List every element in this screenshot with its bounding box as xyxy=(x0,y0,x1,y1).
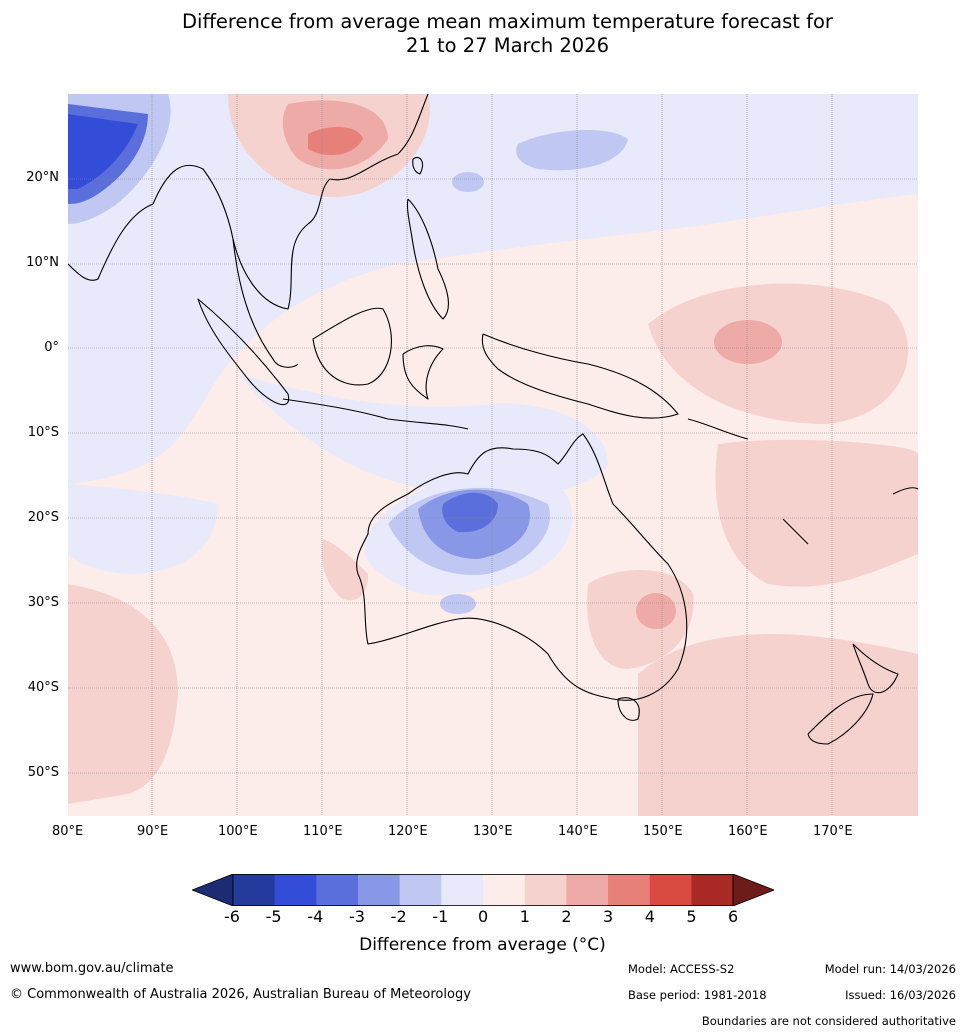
coast-australia xyxy=(356,433,688,701)
lon-label: 130°E xyxy=(473,824,513,839)
colorbar-tick-label: -5 xyxy=(265,907,282,926)
anomaly-north-cool xyxy=(68,94,918,484)
colorbar-under-arrow xyxy=(192,874,234,906)
anomaly-maritime-cool xyxy=(238,374,608,496)
forecast-map xyxy=(68,94,918,816)
coast-new-guinea xyxy=(481,333,679,419)
map-canvas xyxy=(68,94,918,816)
colorbar-segment xyxy=(274,874,317,906)
lon-label: 150°E xyxy=(643,824,683,839)
anomaly-south-warm xyxy=(638,634,918,816)
colorbar-segment xyxy=(233,874,276,906)
lon-label: 120°E xyxy=(388,824,428,839)
coast-malay xyxy=(232,238,299,368)
lat-label: 50°S xyxy=(27,765,59,780)
colorbar-segment xyxy=(483,874,526,906)
anomaly-swpacific-warm xyxy=(715,439,918,587)
lat-label: 30°S xyxy=(27,595,59,610)
colorbar-tick-label: 2 xyxy=(561,907,572,926)
colorbar-segment xyxy=(566,874,609,906)
coast-java xyxy=(282,398,469,430)
colorbar-segment xyxy=(691,874,734,906)
colorbar xyxy=(192,874,774,906)
footer-model-run: Model run: 14/03/2026 xyxy=(824,962,956,976)
lat-label: 20°N xyxy=(26,170,59,185)
coast-mainland-asia xyxy=(152,94,429,310)
graticule xyxy=(68,94,918,816)
coast-solomons xyxy=(687,418,749,440)
coast-philippines xyxy=(406,198,449,320)
colorbar-outline xyxy=(232,874,734,906)
footer-base-period: Base period: 1981-2018 xyxy=(628,988,767,1002)
colorbar-tick-label: -4 xyxy=(307,907,324,926)
lon-label: 160°E xyxy=(728,824,768,839)
coast-india xyxy=(68,203,154,281)
colorbar-segment xyxy=(316,874,359,906)
colorbar-tick-label: -2 xyxy=(390,907,407,926)
lon-label: 90°E xyxy=(137,824,169,839)
colorbar-segment xyxy=(358,874,401,906)
footer-boundaries-note: Boundaries are not considered authoritat… xyxy=(701,1014,956,1028)
anomaly-pacific-warm-2 xyxy=(714,320,782,364)
anomaly-australia-cool-5 xyxy=(440,594,476,614)
anomaly-indian-cool xyxy=(68,484,218,574)
colorbar-tick-label: 4 xyxy=(644,907,655,926)
chart-title: Difference from average mean maximum tem… xyxy=(0,10,965,58)
footer-website[interactable]: www.bom.gov.au/climate xyxy=(10,961,174,976)
colorbar-tick-label: -3 xyxy=(349,907,365,926)
lon-label: 140°E xyxy=(558,824,598,839)
title-line-2: 21 to 27 March 2026 xyxy=(405,34,610,57)
colorbar-tick-label: -6 xyxy=(224,907,240,926)
colorbar-tick-label: 0 xyxy=(478,907,489,926)
anomaly-australia-cool-4 xyxy=(442,492,498,533)
title-line-1: Difference from average mean maximum tem… xyxy=(182,10,833,33)
colorbar-tick-label: 6 xyxy=(728,907,739,926)
footer-issued: Issued: 16/03/2026 xyxy=(845,988,956,1002)
colorbar-label: Difference from average (°C) xyxy=(359,935,606,955)
anomaly-wa-warm xyxy=(321,539,368,601)
lat-label: 0° xyxy=(44,340,59,355)
lon-label: 100°E xyxy=(218,824,258,839)
coastlines xyxy=(68,94,918,745)
anomaly-pacific-cool-1 xyxy=(516,129,628,171)
coast-nz-north xyxy=(852,643,899,694)
anomaly-pacific-warm-1 xyxy=(648,283,908,424)
anomaly-pacific-cool-2 xyxy=(452,172,484,192)
colorbar-segment xyxy=(441,874,484,906)
colorbar-tick-label: 5 xyxy=(686,907,697,926)
coast-fiji xyxy=(892,487,918,495)
anomaly-himalaya-cool-3 xyxy=(68,114,138,189)
coast-taiwan xyxy=(412,156,423,175)
coast-nz-south xyxy=(807,693,874,745)
coast-sulawesi xyxy=(402,345,444,400)
anomaly-sw-indian-warm xyxy=(68,584,178,804)
colorbar-segment xyxy=(649,874,692,906)
coast-borneo xyxy=(312,307,392,386)
colorbar-segment xyxy=(524,874,567,906)
lat-label: 10°S xyxy=(27,425,59,440)
coast-tasmania xyxy=(617,697,640,721)
lon-label: 170°E xyxy=(813,824,853,839)
colorbar-segment xyxy=(608,874,651,906)
lat-label: 40°S xyxy=(27,680,59,695)
coast-new-caledonia xyxy=(782,518,809,545)
colorbar-tick-label: 1 xyxy=(519,907,530,926)
footer-copyright: © Commonwealth of Australia 2026, Austra… xyxy=(10,987,471,1002)
lon-label: 110°E xyxy=(303,824,343,839)
colorbar-tick-label: -1 xyxy=(432,907,449,926)
coast-sumatra xyxy=(197,298,290,406)
colorbar-over-arrow xyxy=(732,874,774,906)
lon-label: 80°E xyxy=(52,824,84,839)
lat-label: 20°S xyxy=(27,510,59,525)
colorbar-segment xyxy=(399,874,442,906)
colorbar-tick-label: 3 xyxy=(603,907,614,926)
anomaly-tasman-warm-2 xyxy=(636,593,676,629)
lat-label: 10°N xyxy=(26,255,59,270)
footer-model: Model: ACCESS-S2 xyxy=(628,962,735,976)
